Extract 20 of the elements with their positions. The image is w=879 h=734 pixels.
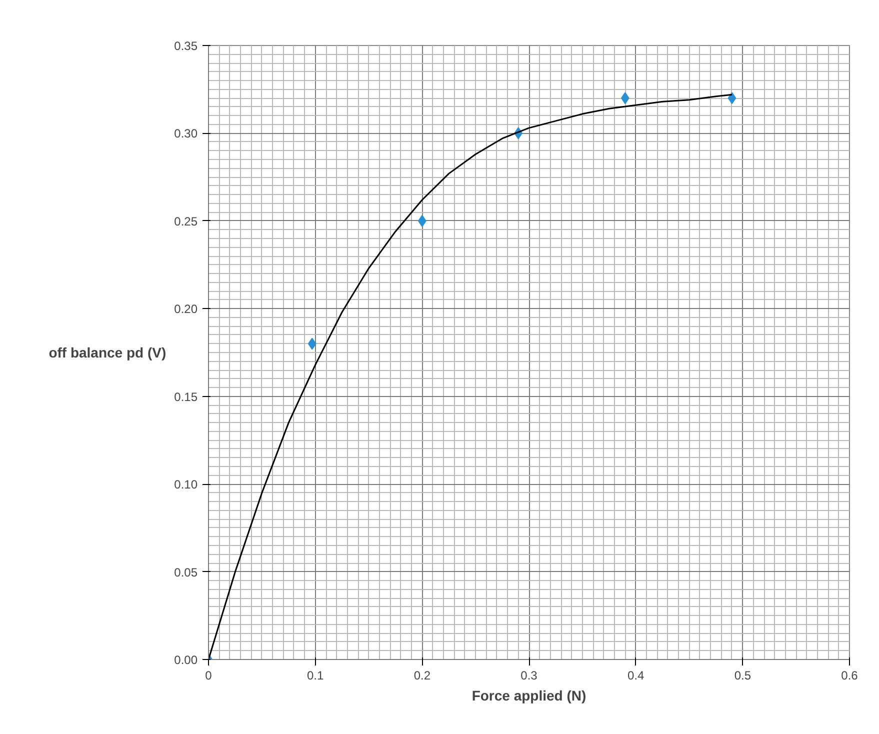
y-tick-label: 0.10 [174,478,198,492]
x-axis-title: Force applied (N) [472,688,586,704]
y-tick-label: 0.05 [174,565,198,580]
y-tick-label: 0.15 [174,390,198,404]
point [728,92,736,104]
point [620,92,630,104]
y-tick-label: 0.30 [174,126,198,141]
x-tick-label: 0.3 [520,668,538,682]
point [308,338,316,350]
y-tick-label: 0.00 [174,653,198,667]
x-tick-label: 0.5 [734,668,752,682]
y-tick-label: 0.35 [174,39,198,53]
x-tick-label: 0 [205,668,212,682]
x-tick-label: 0.6 [841,668,858,682]
x-tick-label: 0.4 [627,668,644,682]
y-tick-label: 0.25 [174,214,198,228]
y-tick-label: 0.20 [174,302,198,316]
x-tick-label: 0.2 [414,668,431,682]
x-tick-label: 0.1 [306,668,324,682]
y-axis-title: off balance pd (V) [48,344,166,360]
